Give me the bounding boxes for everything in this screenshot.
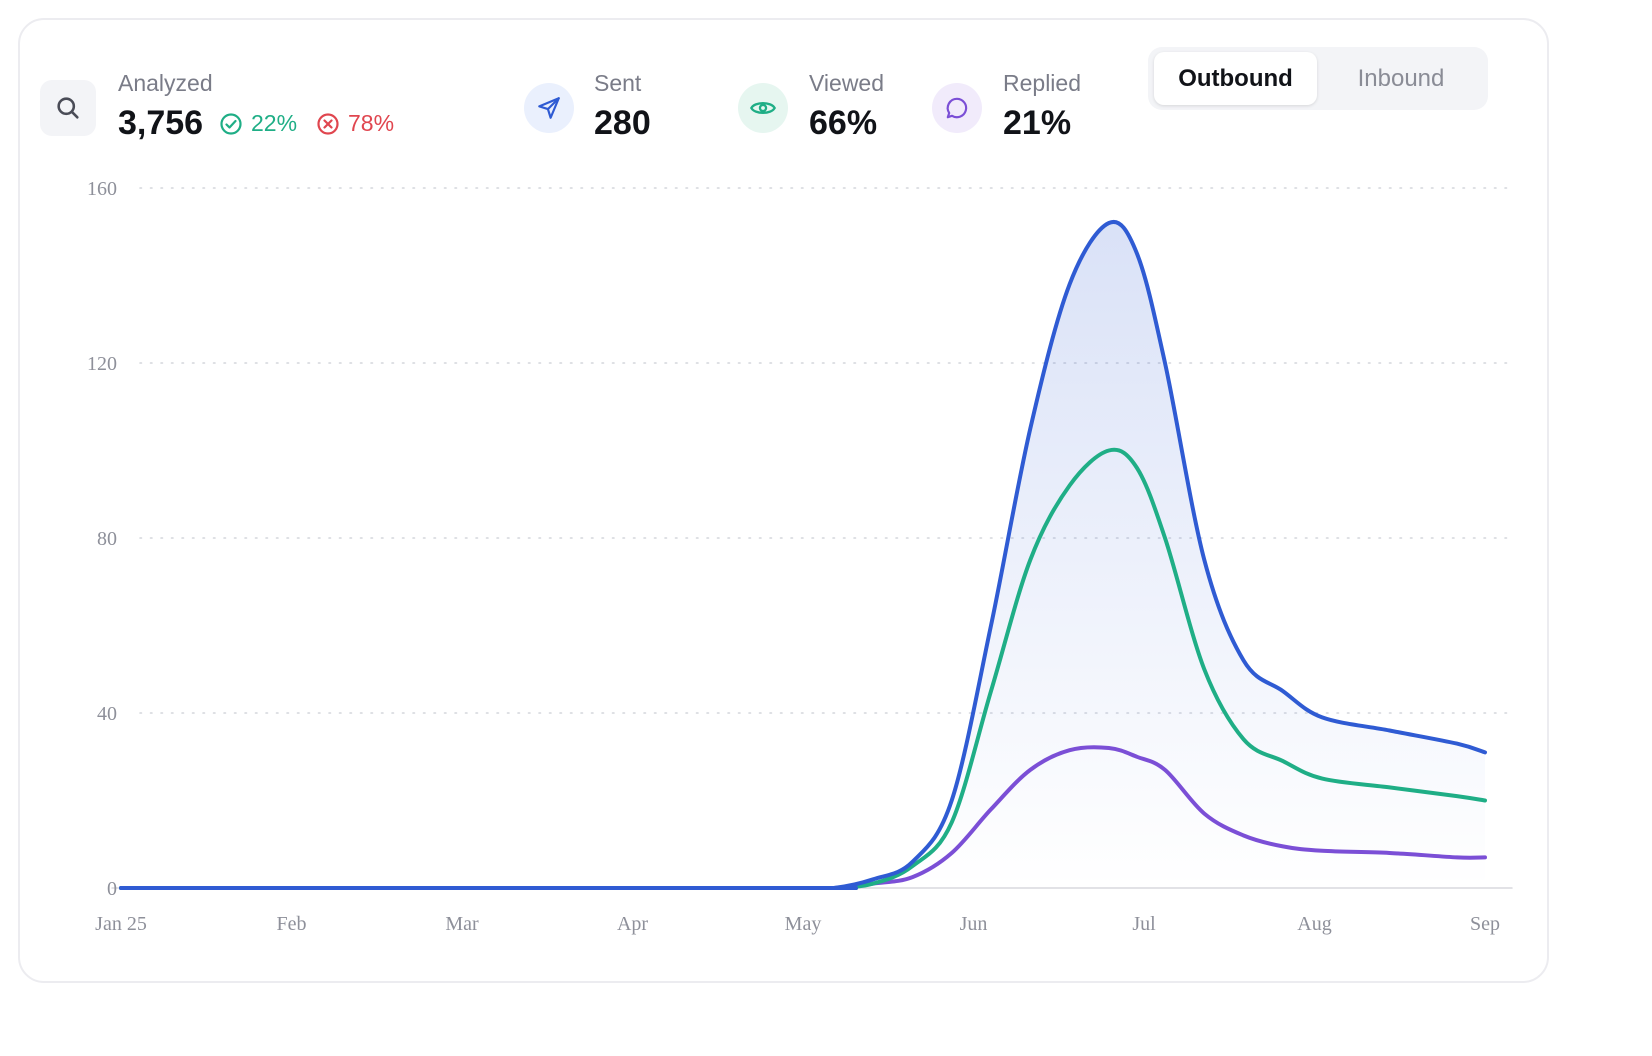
search-icon-tile [40, 80, 96, 136]
success-pct: 22% [251, 110, 298, 136]
send-icon-tile [524, 83, 574, 133]
viewed-label: Viewed [809, 70, 885, 96]
inbound-tab[interactable]: Inbound [1320, 52, 1482, 105]
viewed-value: 66% [809, 104, 878, 142]
direction-toggle: Outbound Inbound [1148, 47, 1488, 110]
y-tick-0: 0 [107, 878, 117, 900]
series-lines [119, 219, 1487, 891]
success-rate: 22% [219, 110, 297, 137]
message-icon-tile [932, 83, 982, 133]
outbound-tab[interactable]: Outbound [1154, 52, 1317, 105]
y-tick-80: 80 [97, 528, 117, 550]
check-circle-icon [220, 112, 242, 135]
x-axis: Jan 25 Feb Mar Apr May Jun Jul Aug Sep [95, 913, 1500, 935]
x-tick-jan-25: Jan 25 [95, 913, 147, 935]
x-tick-jul: Jul [1132, 913, 1156, 935]
replied-value: 21% [1003, 104, 1072, 142]
sent-line [119, 219, 1487, 891]
x-circle-icon [317, 112, 339, 135]
x-tick-apr: Apr [617, 913, 648, 935]
fail-pct: 78% [348, 110, 395, 136]
x-tick-sep: Sep [1470, 913, 1500, 935]
eye-icon [750, 102, 776, 114]
x-tick-feb: Feb [277, 913, 307, 935]
x-tick-may: May [785, 913, 822, 935]
x-tick-aug: Aug [1297, 913, 1331, 935]
y-tick-120: 120 [87, 353, 117, 375]
x-tick-mar: Mar [445, 913, 479, 935]
send-icon [538, 97, 560, 119]
fail-rate: 78% [316, 110, 394, 137]
sent-area [121, 221, 1485, 889]
sent-value: 280 [594, 104, 651, 142]
sent-label: Sent [594, 70, 642, 96]
eye-icon-tile [738, 83, 788, 133]
message-icon [946, 97, 968, 119]
y-axis: 0 40 80 120 160 [87, 178, 117, 900]
analyzed-label: Analyzed [118, 70, 213, 96]
analyzed-value: 3,756 [118, 104, 204, 142]
replied-label: Replied [1003, 70, 1081, 96]
y-tick-40: 40 [97, 703, 117, 725]
y-tick-160: 160 [87, 178, 117, 200]
search-icon [57, 97, 79, 119]
x-tick-jun: Jun [960, 913, 988, 935]
